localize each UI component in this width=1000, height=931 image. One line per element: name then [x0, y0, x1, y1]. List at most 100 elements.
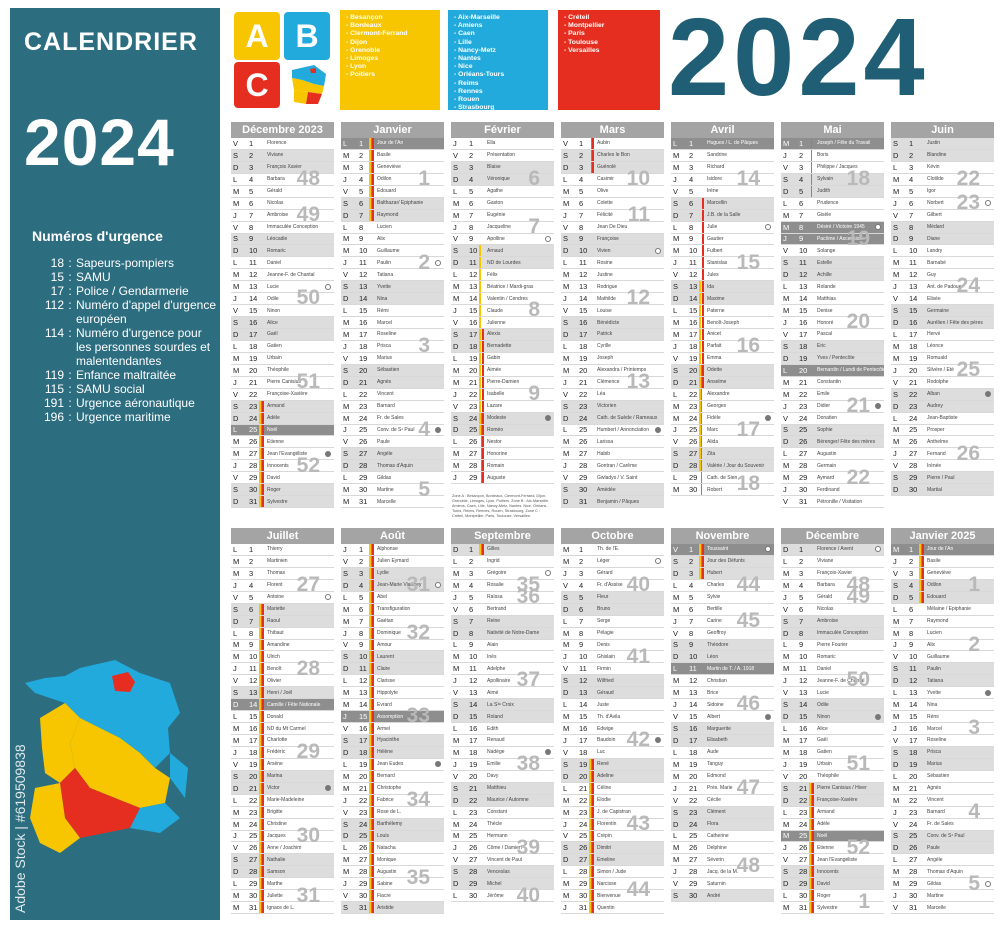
day-row[interactable]: M 9 Denis — [561, 640, 664, 652]
day-row[interactable]: S 20 Odette — [671, 364, 774, 377]
day-row[interactable]: M 29 Gildas — [891, 878, 994, 891]
day-row[interactable]: V 2 Présentation — [451, 150, 554, 162]
day-row[interactable]: S 23 Armand — [231, 400, 334, 413]
day-row[interactable]: S 7 Reine — [451, 615, 554, 628]
day-row[interactable]: J 23 Didier — [781, 401, 884, 413]
day-row[interactable]: D 18 Bernadette — [451, 340, 554, 353]
day-row[interactable]: M 4 Barbara — [781, 580, 884, 592]
day-row[interactable]: S 16 Bénédicte — [561, 317, 664, 329]
day-row[interactable]: M 28 Romain — [451, 460, 554, 473]
day-row[interactable]: M 12 Guy — [891, 269, 994, 282]
day-row[interactable]: J 31 Quentin — [561, 902, 664, 915]
day-row[interactable]: L 14 Juste — [561, 699, 664, 712]
day-row[interactable]: J 26 Etienne — [781, 842, 884, 855]
day-row[interactable]: M 5 Olive — [561, 186, 664, 198]
day-row[interactable]: V 26 Paule — [341, 436, 444, 449]
day-row[interactable]: J 18 Prisca — [341, 341, 444, 353]
day-row[interactable]: V 1 Florence — [231, 138, 334, 150]
day-row[interactable]: V 10 Solange — [781, 245, 884, 258]
day-row[interactable]: S 28 Venceslas — [451, 866, 554, 879]
day-row[interactable]: M 26 Etienne — [231, 436, 334, 449]
day-row[interactable]: M 26 Delphine — [671, 842, 774, 855]
day-row[interactable]: M 28 Thomas d'Aquin — [891, 866, 994, 879]
day-row[interactable]: M 2 Basile — [341, 149, 444, 162]
day-row[interactable]: V 12 Olivier — [231, 675, 334, 688]
day-row[interactable]: V 24 Fr. de Sales — [891, 819, 994, 831]
day-row[interactable]: D 15 Ninon — [781, 711, 884, 724]
day-row[interactable]: L 27 Augustin — [781, 448, 884, 461]
day-row[interactable]: J 5 Gérald — [781, 592, 884, 604]
day-row[interactable]: M 13 Rodrigue — [561, 281, 664, 294]
day-row[interactable]: L 11 Daniel — [231, 257, 334, 270]
day-row[interactable]: J 27 Fernand — [891, 448, 994, 461]
day-row[interactable]: J 9 Pacôme / Ascension — [781, 233, 884, 246]
day-row[interactable]: S 30 Roger — [231, 484, 334, 497]
day-row[interactable]: J 11 Paulin — [341, 257, 444, 270]
day-row[interactable]: M 19 Joseph — [561, 353, 664, 365]
day-row[interactable]: D 23 Audrey — [891, 400, 994, 413]
day-row[interactable]: V 9 Apolline — [451, 234, 554, 246]
day-row[interactable]: V 1 Toussaint — [671, 544, 774, 556]
day-row[interactable]: M 23 Georges — [671, 400, 774, 413]
day-row[interactable]: V 10 Guillaume — [891, 651, 994, 664]
day-row[interactable]: M 1 Jour de l'An — [891, 544, 994, 556]
day-row[interactable]: S 1 Justin — [891, 138, 994, 150]
day-row[interactable]: M 11 Adelphe — [451, 663, 554, 676]
day-row[interactable]: V 11 Firmin — [561, 663, 664, 676]
day-row[interactable]: S 13 Henri / Joël — [231, 687, 334, 700]
day-row[interactable]: D 15 Roland — [451, 711, 554, 724]
day-row[interactable]: D 19 Marius — [891, 758, 994, 771]
day-row[interactable]: M 9 Amandine — [231, 639, 334, 652]
day-row[interactable]: M 16 Edwige — [561, 723, 664, 735]
day-row[interactable]: S 12 Wilfried — [561, 675, 664, 688]
day-row[interactable]: V 27 Vincent de Paul — [451, 854, 554, 867]
day-row[interactable]: D 5 Judith — [781, 185, 884, 198]
day-row[interactable]: M 20 Théophile — [231, 365, 334, 377]
day-row[interactable]: V 19 Arsène — [231, 758, 334, 771]
day-row[interactable]: D 1 Florence / Avent — [781, 544, 884, 556]
day-row[interactable]: D 16 Aurélien / Fête des pères — [891, 317, 994, 329]
day-row[interactable]: L 2 Ingrid — [451, 556, 554, 568]
day-row[interactable]: L 4 Charles — [671, 580, 774, 592]
day-row[interactable]: M 7 Gisèle — [781, 210, 884, 222]
day-row[interactable]: M 2 Sandrine — [671, 150, 774, 162]
day-row[interactable]: L 6 Mélaine / Epiphanie — [891, 604, 994, 616]
day-row[interactable]: L 22 Alexandre — [671, 388, 774, 401]
day-row[interactable]: V 12 Tatiana — [341, 269, 444, 282]
day-row[interactable]: S 10 Laurent — [341, 651, 444, 664]
day-row[interactable]: M 5 Gérald — [231, 186, 334, 198]
day-row[interactable]: V 4 Fr. d'Assise — [561, 580, 664, 592]
day-row[interactable]: V 29 Gwladys / V. Saint — [561, 472, 664, 485]
day-row[interactable]: D 26 Bérenger/ Fête des mères — [781, 436, 884, 449]
day-row[interactable]: M 27 Séverin — [671, 854, 774, 867]
day-row[interactable]: J 21 Prés. Marie — [671, 783, 774, 795]
day-row[interactable]: M 10 Ulrich — [231, 651, 334, 664]
day-row[interactable]: L 1 Thierry — [231, 544, 334, 556]
day-row[interactable]: L 7 Serge — [561, 616, 664, 628]
day-row[interactable]: D 6 Bruno — [561, 603, 664, 616]
day-row[interactable]: M 17 Renaud — [451, 735, 554, 747]
day-row[interactable]: L 24 Jean-Baptiste — [891, 413, 994, 425]
day-row[interactable]: M 11 Daniel — [781, 663, 884, 676]
day-row[interactable]: J 28 Gontran / Carême — [561, 460, 664, 473]
day-row[interactable]: M 20 Edmond — [671, 771, 774, 783]
day-row[interactable]: D 10 Vivien — [561, 245, 664, 258]
day-row[interactable]: D 12 Achille — [781, 269, 884, 282]
day-row[interactable]: M 5 Igor — [891, 186, 994, 198]
day-row[interactable]: S 6 Mariette — [231, 603, 334, 616]
day-row[interactable]: J 3 Gérard — [561, 568, 664, 580]
day-row[interactable]: S 24 Barthélemy — [341, 818, 444, 831]
day-row[interactable]: D 21 Victor — [231, 782, 334, 795]
day-row[interactable]: L 25 Noël — [231, 424, 334, 437]
day-row[interactable]: V 16 Julienne — [451, 317, 554, 329]
day-row[interactable]: M 15 Th. d'Avila — [561, 711, 664, 724]
day-row[interactable]: D 17 Patrick — [561, 329, 664, 341]
day-row[interactable]: J 7 Carine — [671, 616, 774, 628]
day-row[interactable]: J 29 Auguste — [451, 472, 554, 485]
day-row[interactable]: V 13 Lucie — [781, 687, 884, 700]
day-row[interactable]: J 28 Jacq. de la M. — [671, 866, 774, 879]
day-row[interactable]: J 18 Parfait — [671, 340, 774, 353]
day-row[interactable]: M 4 Rosalie — [451, 580, 554, 592]
day-row[interactable]: L 15 Paterne — [671, 305, 774, 318]
day-row[interactable]: L 6 Prudence — [781, 198, 884, 210]
